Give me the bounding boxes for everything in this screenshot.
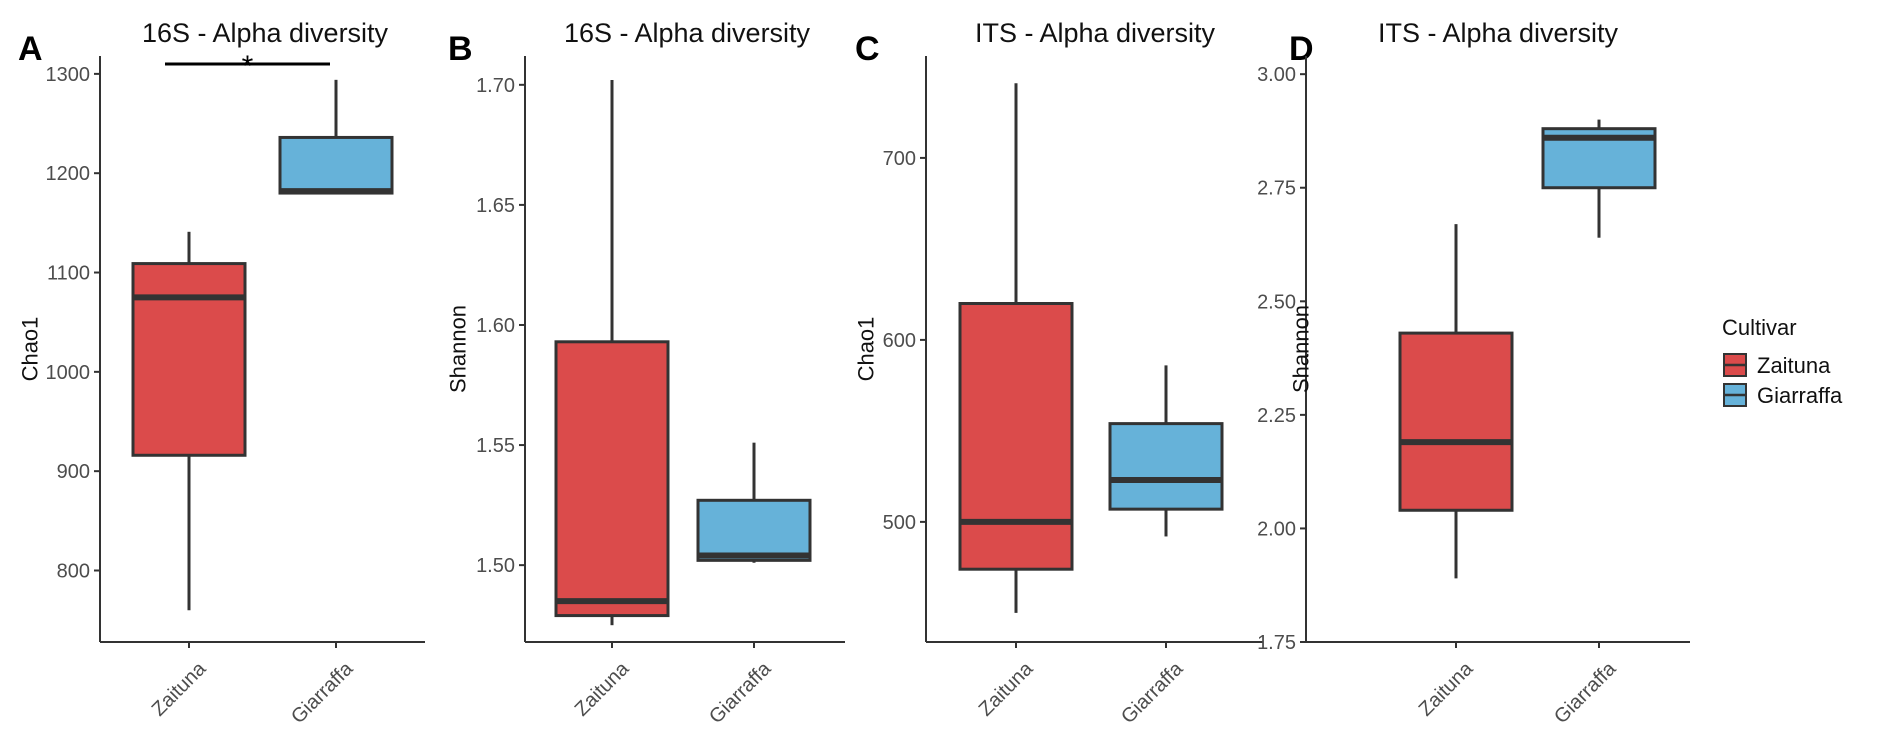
panel-b-y-tick-label-1: 1.55 — [476, 435, 515, 457]
panel-c-x-tick-label-1: Giarraffa — [1117, 657, 1188, 728]
panel-c-title: ITS - Alpha diversity — [975, 18, 1216, 48]
legend-entry-zaituna: Zaituna — [1723, 353, 1831, 378]
panel-c-box-rect-1 — [1108, 422, 1224, 511]
panel-a-x-tick-label-1: Giarraffa — [287, 657, 358, 728]
panel-a-box-rect-0 — [131, 262, 247, 457]
panel-d-y-tick-label-2: 2.25 — [1257, 405, 1296, 427]
panel-d-box-rect-0 — [1398, 331, 1514, 512]
panel-b-y-tick-label-0: 1.50 — [476, 555, 515, 577]
panel-d-y-tick-label-0: 1.75 — [1257, 632, 1296, 654]
panel-d-box-zaituna — [1398, 224, 1514, 579]
panel-a-significance-label: * — [242, 50, 254, 83]
panel-b-box-zaituna — [554, 80, 670, 626]
panel-c-box-giarraffa — [1108, 365, 1224, 537]
panel-b-title: 16S - Alpha diversity — [564, 18, 811, 48]
panel-a-box-zaituna — [131, 231, 247, 611]
panel-a-y-tick-label-4: 1200 — [46, 163, 91, 185]
panel-a-y-tick-label-3: 1100 — [47, 263, 90, 285]
legend-label-giarraffa: Giarraffa — [1757, 383, 1843, 408]
panel-a-box-rect-1 — [278, 135, 394, 195]
panel-a: A 16S - Alpha diversity 800 900 1000 1100 1200… — [18, 18, 425, 728]
panel-a-y-tick-label-2: 1000 — [46, 362, 91, 384]
panel-d-y-tick-label-1: 2.00 — [1257, 518, 1296, 540]
panel-a-y-axis-title: Chao1 — [18, 317, 43, 382]
panel-b-y-tick-label-3: 1.65 — [476, 195, 515, 217]
panel-a-y-tick-label-5: 1300 — [46, 64, 91, 86]
legend-label-zaituna: Zaituna — [1757, 353, 1831, 378]
panel-c-y-tick-label-2: 700 — [883, 148, 916, 170]
panel-c-x-tick-label-0: Zaituna — [975, 657, 1038, 720]
legend: Cultivar Zaituna Giarraffa — [1722, 315, 1843, 408]
panel-b-y-axis-title: Shannon — [446, 305, 471, 393]
panel-d-x-tick-label-0: Zaituna — [1415, 657, 1478, 720]
panel-c-letter: C — [855, 30, 880, 68]
panel-d-y-axis-title: Shannon — [1289, 305, 1314, 393]
panel-c-y-tick-label-1: 600 — [883, 330, 916, 352]
panel-a-title: 16S - Alpha diversity — [142, 18, 389, 48]
panel-d-y-tick-label-4: 2.75 — [1257, 178, 1296, 200]
panel-a-x-tick-label-0: Zaituna — [148, 657, 211, 720]
panel-d-x-tick-label-1: Giarraffa — [1550, 657, 1621, 728]
panel-c-box-rect-0 — [958, 302, 1074, 571]
panel-a-y-tick-label-1: 900 — [57, 461, 90, 483]
panel-b-y-tick-label-4: 1.70 — [476, 75, 515, 97]
panel-d-letter: D — [1289, 30, 1314, 68]
panel-b-letter: B — [448, 30, 473, 68]
panel-c-y-tick-label-0: 500 — [883, 512, 916, 534]
panel-b-y-tick-label-2: 1.60 — [476, 315, 515, 337]
panel-b-box-giarraffa — [696, 442, 812, 563]
legend-entry-giarraffa: Giarraffa — [1723, 383, 1843, 408]
panel-a-y-tick-label-0: 800 — [57, 560, 90, 582]
panel-b-box-rect-1 — [696, 498, 812, 562]
panel-c: C ITS - Alpha diversity 500 600 700 Chao1 Zait… — [854, 18, 1263, 728]
panel-a-letter: A — [18, 30, 43, 68]
panel-c-y-axis-title: Chao1 — [854, 317, 879, 382]
panel-d-y-tick-label-3: 2.50 — [1257, 291, 1296, 313]
panel-d-title: ITS - Alpha diversity — [1378, 18, 1619, 48]
panel-d-box-giarraffa — [1541, 119, 1657, 238]
panel-a-box-giarraffa — [278, 79, 394, 195]
panels: A 16S - Alpha diversity 800 900 1000 1100 1200… — [18, 18, 1690, 728]
panel-b-box-rect-0 — [554, 340, 670, 618]
legend-title: Cultivar — [1722, 315, 1797, 340]
panel-c-box-zaituna — [958, 83, 1074, 613]
panel-d: D ITS - Alpha diversity 1.75 2.00 2.25 2.50 2.… — [1257, 18, 1690, 728]
panel-b-x-tick-label-0: Zaituna — [571, 657, 634, 720]
panel-d-y-tick-label-5: 3.00 — [1257, 64, 1296, 86]
panel-b-x-tick-label-1: Giarraffa — [705, 657, 776, 728]
panel-b: B 16S - Alpha diversity 1.50 1.55 1.60 1.65 1.… — [446, 18, 845, 728]
